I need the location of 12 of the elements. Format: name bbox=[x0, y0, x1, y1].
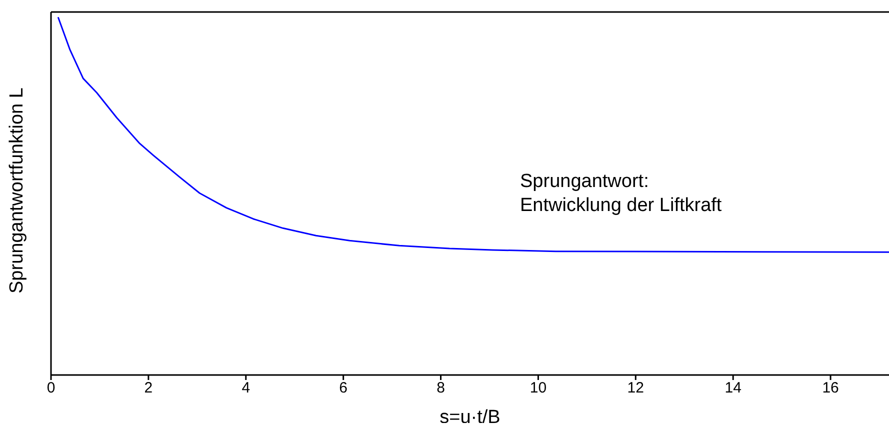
x-tick-label: 16 bbox=[822, 380, 839, 397]
x-tick-label: 2 bbox=[144, 380, 153, 397]
x-tick-label: 8 bbox=[436, 380, 445, 397]
x-tick-label: 12 bbox=[627, 380, 644, 397]
x-tick-label: 10 bbox=[530, 380, 547, 397]
y-axis-title: Sprungantwortfunktion L bbox=[6, 88, 28, 294]
x-tick-label: 14 bbox=[724, 380, 742, 397]
x-tick-label: 0 bbox=[46, 380, 56, 397]
x-tick-label: 4 bbox=[242, 380, 250, 397]
annotation: Sprungantwort: Entwicklung der Liftkraft bbox=[520, 170, 722, 218]
x-tick-label: 6 bbox=[339, 380, 348, 397]
x-axis-title: s=u·t/B bbox=[440, 407, 500, 428]
